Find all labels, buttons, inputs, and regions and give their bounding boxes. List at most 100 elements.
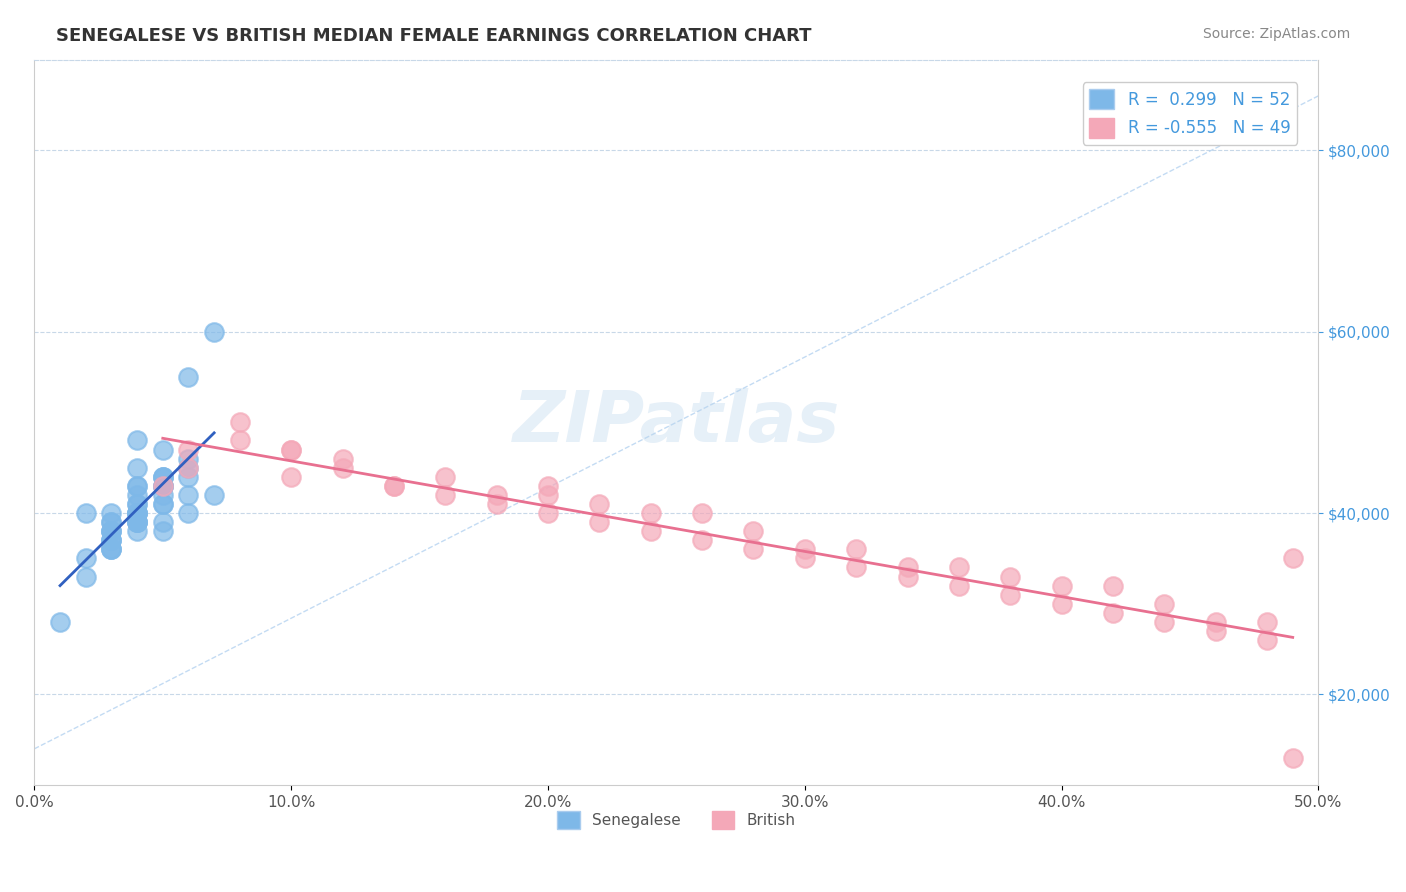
Point xyxy=(1153,597,1175,611)
Point xyxy=(537,479,560,493)
Point xyxy=(127,497,149,511)
Point xyxy=(793,551,815,566)
Point xyxy=(100,533,122,548)
Point xyxy=(1102,578,1125,592)
Point xyxy=(100,542,122,557)
Point xyxy=(152,479,174,493)
Point xyxy=(127,515,149,529)
Point xyxy=(152,497,174,511)
Point xyxy=(382,479,405,493)
Point xyxy=(1102,606,1125,620)
Text: Source: ZipAtlas.com: Source: ZipAtlas.com xyxy=(1202,27,1350,41)
Point xyxy=(1281,751,1303,765)
Point xyxy=(49,615,72,629)
Point xyxy=(690,506,713,520)
Point xyxy=(742,524,765,538)
Point xyxy=(75,551,97,566)
Point xyxy=(100,542,122,557)
Point xyxy=(152,479,174,493)
Point xyxy=(100,524,122,538)
Point xyxy=(177,460,200,475)
Point xyxy=(127,506,149,520)
Point xyxy=(127,434,149,448)
Point xyxy=(177,488,200,502)
Point xyxy=(948,560,970,574)
Point xyxy=(127,506,149,520)
Point xyxy=(332,460,354,475)
Point xyxy=(1256,615,1278,629)
Point xyxy=(127,515,149,529)
Point xyxy=(152,479,174,493)
Point xyxy=(177,506,200,520)
Point xyxy=(1153,615,1175,629)
Point xyxy=(537,506,560,520)
Point xyxy=(127,524,149,538)
Point xyxy=(100,524,122,538)
Point xyxy=(152,469,174,483)
Point xyxy=(127,515,149,529)
Point xyxy=(177,451,200,466)
Point xyxy=(152,469,174,483)
Point xyxy=(127,506,149,520)
Point xyxy=(1000,569,1022,583)
Text: ZIPatlas: ZIPatlas xyxy=(513,388,839,457)
Point xyxy=(100,533,122,548)
Point xyxy=(152,479,174,493)
Point xyxy=(793,542,815,557)
Point xyxy=(485,488,508,502)
Point xyxy=(100,524,122,538)
Point xyxy=(1256,632,1278,647)
Point xyxy=(845,560,868,574)
Point xyxy=(280,442,302,457)
Point xyxy=(896,569,918,583)
Point xyxy=(127,488,149,502)
Point xyxy=(640,524,662,538)
Point xyxy=(434,488,457,502)
Point xyxy=(1205,615,1227,629)
Point xyxy=(127,479,149,493)
Text: SENEGALESE VS BRITISH MEDIAN FEMALE EARNINGS CORRELATION CHART: SENEGALESE VS BRITISH MEDIAN FEMALE EARN… xyxy=(56,27,811,45)
Point xyxy=(152,524,174,538)
Point xyxy=(177,370,200,384)
Point xyxy=(280,442,302,457)
Point xyxy=(127,460,149,475)
Point xyxy=(640,506,662,520)
Legend: Senegalese, British: Senegalese, British xyxy=(551,805,801,836)
Point xyxy=(152,497,174,511)
Point xyxy=(690,533,713,548)
Point xyxy=(127,497,149,511)
Point xyxy=(100,515,122,529)
Point xyxy=(382,479,405,493)
Point xyxy=(1050,597,1073,611)
Point xyxy=(75,506,97,520)
Point xyxy=(152,515,174,529)
Point xyxy=(229,434,252,448)
Point xyxy=(588,515,610,529)
Point xyxy=(229,415,252,429)
Point xyxy=(332,451,354,466)
Point xyxy=(127,515,149,529)
Point xyxy=(280,469,302,483)
Point xyxy=(75,569,97,583)
Point xyxy=(434,469,457,483)
Point xyxy=(1205,624,1227,638)
Point xyxy=(177,442,200,457)
Point xyxy=(100,506,122,520)
Point xyxy=(845,542,868,557)
Point xyxy=(485,497,508,511)
Point xyxy=(177,469,200,483)
Point xyxy=(588,497,610,511)
Point xyxy=(127,479,149,493)
Point xyxy=(177,460,200,475)
Point xyxy=(1281,551,1303,566)
Point xyxy=(742,542,765,557)
Point xyxy=(100,515,122,529)
Point xyxy=(1050,578,1073,592)
Point xyxy=(152,442,174,457)
Point xyxy=(100,533,122,548)
Point xyxy=(127,506,149,520)
Point xyxy=(100,542,122,557)
Point xyxy=(152,488,174,502)
Point xyxy=(896,560,918,574)
Point xyxy=(202,325,225,339)
